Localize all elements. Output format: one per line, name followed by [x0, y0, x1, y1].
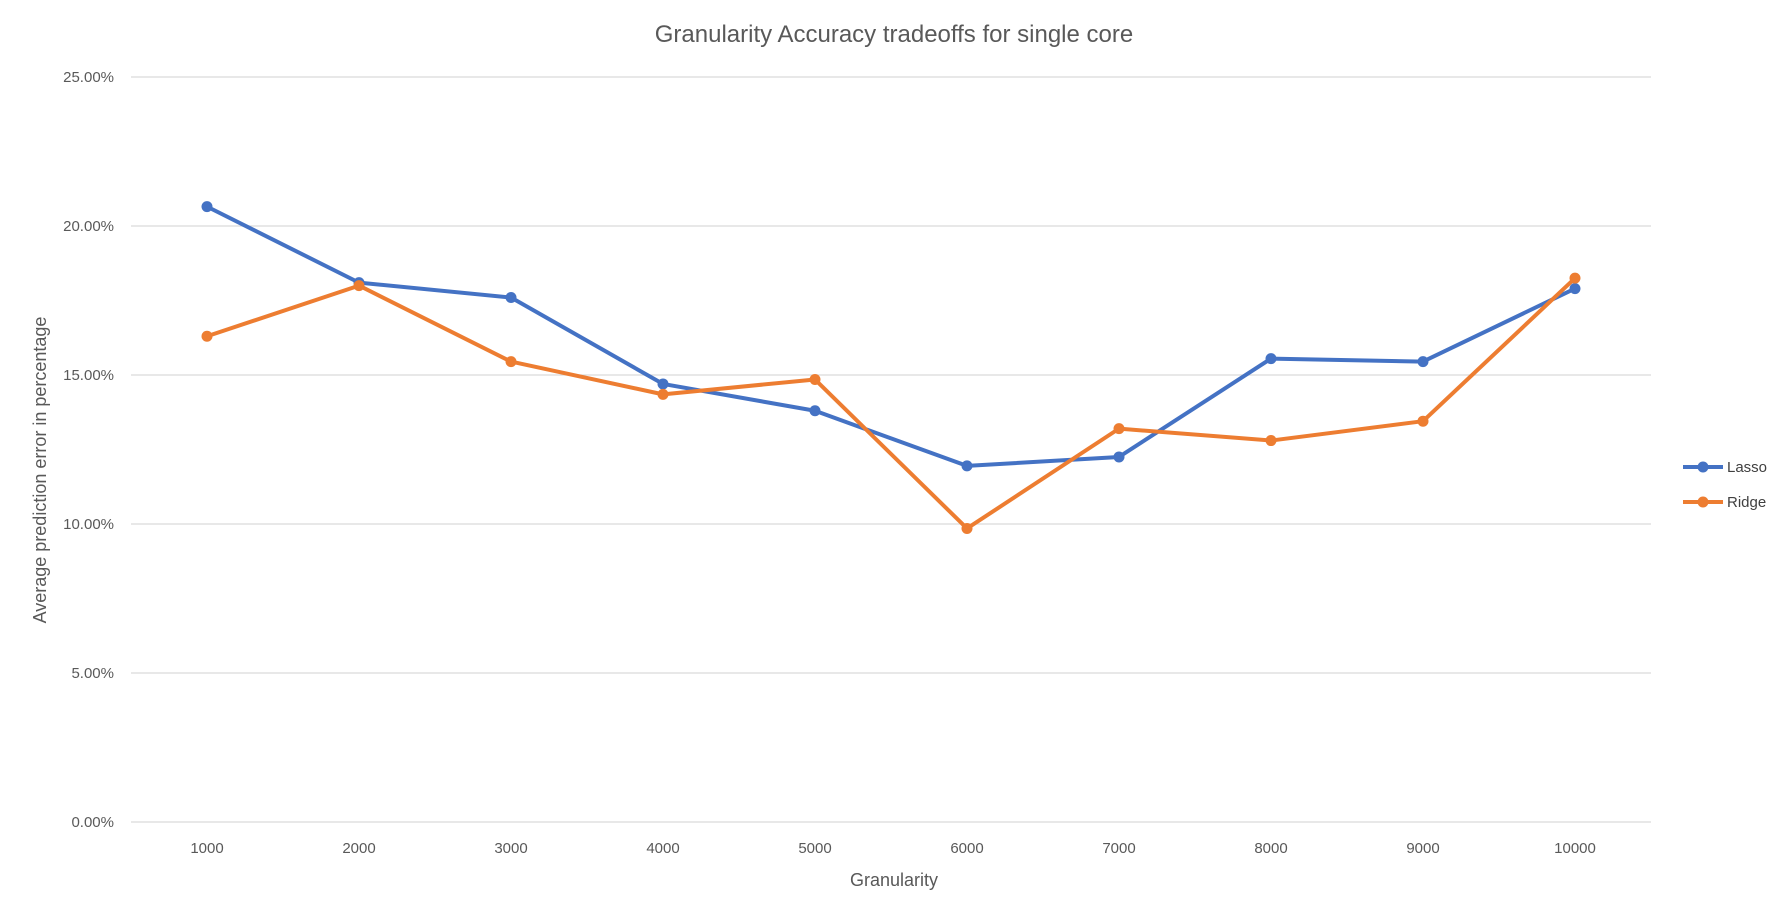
data-point [1265, 435, 1277, 447]
series-ridge [201, 272, 1581, 534]
y-tick-label: 20.00% [63, 218, 114, 235]
x-tick-label: 8000 [1254, 840, 1287, 857]
x-axis-tick-labels: 1000 2000 3000 4000 5000 6000 7000 8000 9000 1000… [190, 840, 1596, 857]
y-tick-label: 25.00% [63, 69, 114, 86]
x-tick-label: 10000 [1554, 840, 1596, 857]
data-point [961, 460, 973, 472]
data-point [1417, 356, 1429, 368]
x-axis-title: Granularity [850, 870, 938, 890]
data-point [1569, 272, 1581, 284]
y-tick-label: 15.00% [63, 367, 114, 384]
x-tick-label: 2000 [342, 840, 375, 857]
y-tick-label: 10.00% [63, 516, 114, 533]
series-line [205, 204, 1577, 468]
legend-label: Lasso [1727, 459, 1767, 476]
y-tick-label: 5.00% [71, 665, 114, 682]
x-tick-label: 9000 [1406, 840, 1439, 857]
legend-marker [1697, 496, 1709, 508]
series-line [205, 276, 1577, 531]
data-point [1113, 423, 1125, 435]
x-tick-label: 3000 [494, 840, 527, 857]
legend-label: Ridge [1727, 494, 1766, 511]
y-tick-label: 0.00% [71, 814, 114, 831]
data-point [1569, 283, 1581, 295]
data-point [809, 373, 821, 385]
chart-title: Granularity Accuracy tradeoffs for singl… [655, 21, 1133, 48]
data-point [809, 405, 821, 417]
x-tick-label: 4000 [646, 840, 679, 857]
gridlines [131, 76, 1651, 823]
data-point [505, 292, 517, 304]
y-axis-tick-labels: 0.00% 5.00% 10.00% 15.00% 20.00% 25.00% [63, 69, 114, 831]
x-tick-label: 6000 [950, 840, 983, 857]
data-point [961, 522, 973, 534]
x-tick-label: 1000 [190, 840, 223, 857]
data-point [353, 280, 365, 292]
x-tick-label: 7000 [1102, 840, 1135, 857]
data-point [1265, 353, 1277, 365]
data-point [1417, 415, 1429, 427]
series-lasso [201, 201, 1581, 472]
legend-item: Ridge [1683, 494, 1766, 511]
data-point [1113, 451, 1125, 463]
data-point [201, 330, 213, 342]
data-point [657, 388, 669, 400]
data-point [505, 356, 517, 368]
legend: Lasso Ridge [1683, 459, 1767, 511]
data-point [201, 201, 213, 213]
legend-item: Lasso [1683, 459, 1767, 476]
y-axis-title: Average prediction error in percentage [30, 317, 50, 624]
data-point [657, 378, 669, 390]
legend-marker [1697, 461, 1709, 473]
x-tick-label: 5000 [798, 840, 831, 857]
series-layer [201, 201, 1581, 534]
